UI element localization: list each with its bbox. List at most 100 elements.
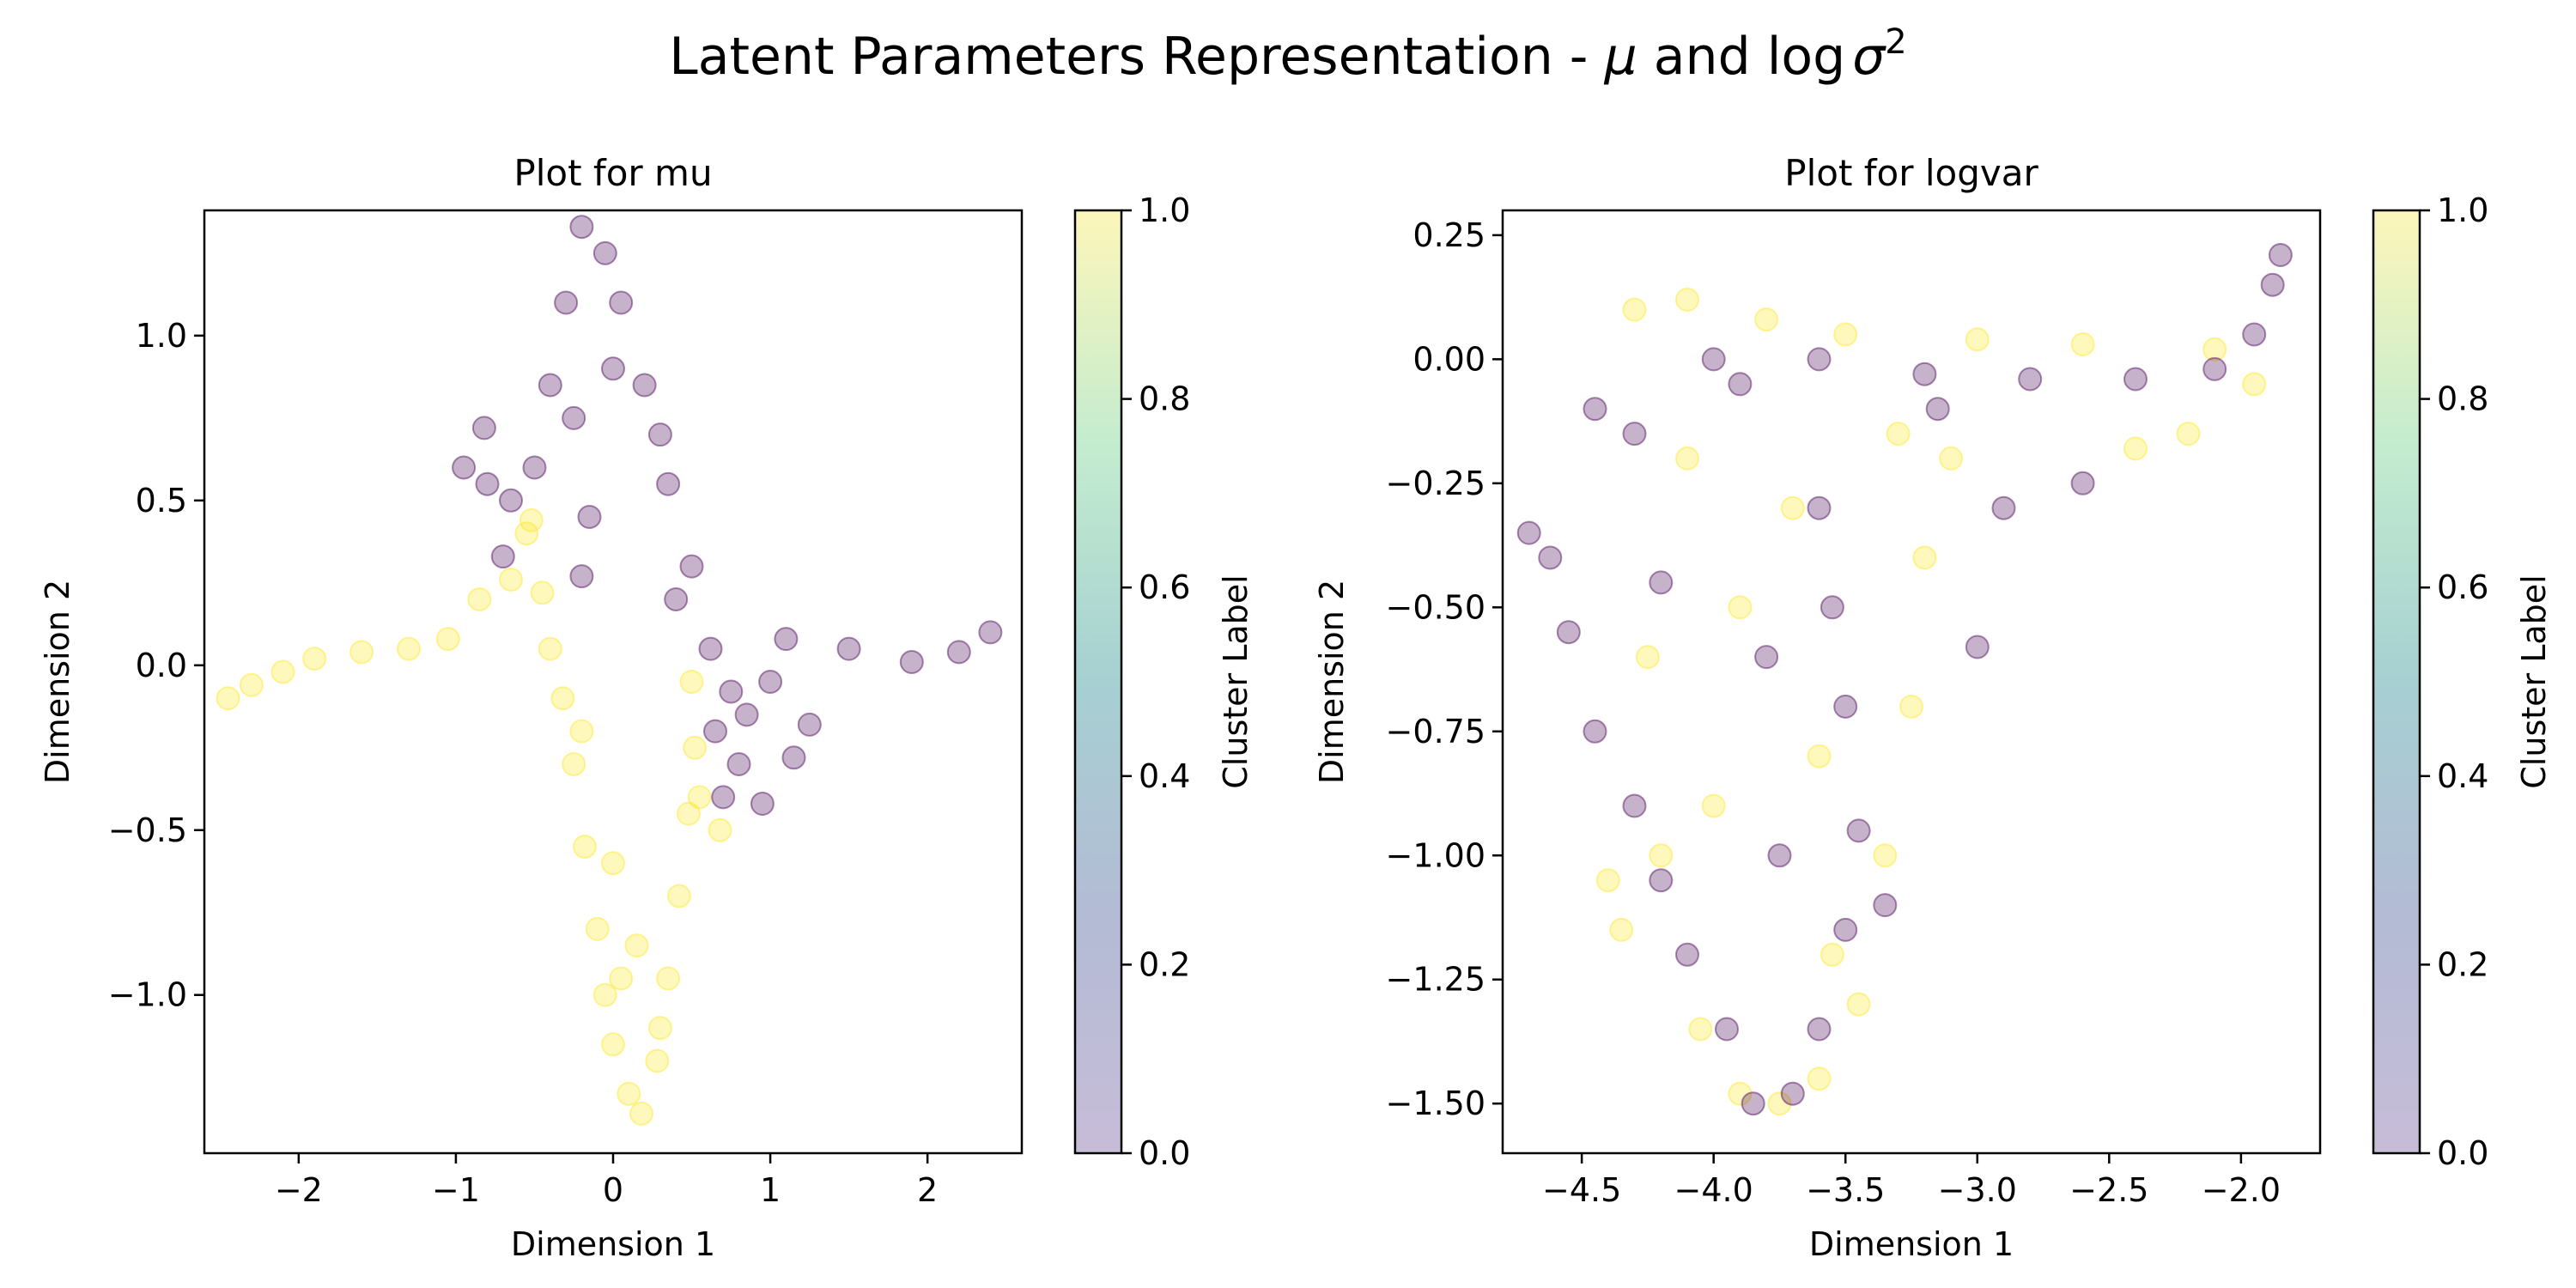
logvar-colorbar-tick-label: 0.6 [2437, 568, 2488, 606]
mu-y-tick-label: 0.0 [136, 647, 187, 684]
logvar-point-cluster-0 [1820, 595, 1844, 620]
figure-title: Latent Parameters Representation - μ and… [669, 22, 1906, 87]
mu-point-cluster-0 [452, 455, 477, 480]
logvar-point-cluster-0 [1807, 495, 1832, 520]
mu-point-cluster-0 [726, 752, 751, 776]
logvar-point-cluster-1 [1833, 322, 1858, 347]
logvar-point-cluster-0 [1754, 645, 1779, 670]
logvar-point-cluster-0 [1925, 397, 1950, 422]
mu-colorbar-tick-label: 0.0 [1139, 1134, 1190, 1172]
mu-y-ticks: −1.0 −0.5 0.0 0.5 1.0 [108, 317, 204, 1014]
mu-point-cluster-0 [490, 544, 515, 569]
logvar-y-tick-label: −0.50 [1386, 588, 1485, 626]
logvar-point-cluster-0 [2202, 356, 2227, 381]
mu-point-cluster-1 [624, 933, 649, 958]
logvar-point-cluster-1 [1728, 1081, 1753, 1106]
mu-point-cluster-0 [899, 650, 924, 674]
logvar-point-cluster-1 [1807, 1066, 1832, 1091]
mu-colorbar-tick-label: 1.0 [1139, 191, 1190, 229]
mu-colorbar: 0.0 0.2 0.4 0.6 0.8 1.0 Cluster Label [1073, 191, 1255, 1172]
mu-point-cluster-1 [601, 851, 625, 876]
logvar-point-cluster-0 [1991, 495, 2016, 520]
mu-point-cluster-0 [679, 554, 704, 579]
mu-y-tick-label: 0.5 [136, 482, 187, 519]
logvar-point-cluster-0 [1965, 635, 1990, 659]
logvar-point-cluster-0 [2260, 272, 2285, 297]
mu-point-cluster-1 [629, 1101, 653, 1126]
logvar-y-tick-label: 0.00 [1413, 340, 1485, 378]
mu-x-axis-label: Dimension 1 [511, 1225, 715, 1263]
logvar-y-axis-label: Dimension 2 [1313, 580, 1351, 784]
mu-point-cluster-1 [617, 1081, 641, 1106]
mu-point-cluster-1 [656, 966, 681, 991]
logvar-point-cluster-0 [2123, 367, 2148, 392]
mu-point-cluster-0 [522, 455, 547, 480]
mu-point-cluster-1 [302, 647, 327, 671]
logvar-colorbar-frame [2372, 209, 2421, 1155]
logvar-y-tick-label: −1.00 [1386, 836, 1485, 874]
mu-point-cluster-1 [435, 627, 460, 652]
logvar-x-tick-label: −2.0 [2202, 1171, 2281, 1209]
mu-point-cluster-1 [585, 916, 610, 941]
mu-point-cluster-1 [530, 580, 555, 605]
logvar-point-cluster-1 [2123, 436, 2148, 461]
logvar-point-cluster-0 [2242, 322, 2267, 347]
mu-point-cluster-0 [836, 636, 861, 661]
mu-point-cluster-0 [562, 405, 586, 430]
logvar-point-cluster-0 [1780, 1081, 1805, 1106]
mu-point-cluster-1 [666, 884, 691, 908]
logvar-point-cluster-1 [1873, 843, 1898, 868]
logvar-point-cluster-0 [1912, 361, 1937, 386]
mu-subplot: Plot for mu −2 −1 0 1 2 −1.0 −0.5 0.0 0.5 1.0 Di… [39, 152, 1024, 1263]
mu-colorbar-label: Cluster Label [1217, 574, 1255, 788]
mu-x-tick-label: −1 [432, 1171, 480, 1209]
logvar-point-cluster-0 [1807, 347, 1832, 372]
logvar-point-cluster-1 [1701, 793, 1726, 818]
mu-point-cluster-0 [601, 356, 625, 381]
logvar-point-cluster-1 [2176, 422, 2201, 447]
mu-point-cluster-1 [645, 1048, 670, 1073]
logvar-point-cluster-0 [1873, 893, 1898, 918]
logvar-point-cluster-1 [1886, 422, 1911, 447]
mu-point-cluster-0 [569, 215, 594, 240]
logvar-point-cluster-1 [1595, 868, 1620, 893]
mu-point-cluster-0 [758, 670, 783, 694]
logvar-point-cluster-0 [1741, 1091, 1765, 1116]
logvar-point-cluster-1 [2242, 372, 2267, 397]
mu-point-cluster-1 [239, 672, 264, 697]
mu-point-cluster-1 [216, 686, 240, 711]
logvar-point-cluster-1 [1939, 446, 1964, 471]
logvar-point-cluster-0 [1833, 917, 1858, 942]
mu-point-cluster-0 [797, 712, 822, 737]
logvar-point-cluster-1 [1807, 744, 1832, 769]
mu-point-cluster-0 [978, 620, 1003, 645]
logvar-point-cluster-0 [1622, 793, 1647, 818]
logvar-colorbar-tick-label: 1.0 [2437, 191, 2488, 229]
mu-point-cluster-0 [734, 702, 759, 727]
logvar-y-tick-label: −1.50 [1386, 1084, 1485, 1122]
logvar-point-cluster-1 [1728, 595, 1753, 620]
mu-colorbar-ticks: 0.0 0.2 0.4 0.6 0.8 1.0 [1121, 191, 1190, 1172]
mu-point-cluster-1 [467, 587, 492, 611]
logvar-y-tick-label: −0.25 [1386, 465, 1485, 502]
logvar-point-cluster-0 [2018, 367, 2043, 392]
logvar-colorbar: 0.0 0.2 0.4 0.6 0.8 1.0 Cluster Label [2372, 191, 2553, 1172]
logvar-subplot: Plot for logvar −4.5 −4.0 −3.5 −3.0 −2.5 −2.0… [1313, 152, 2322, 1263]
logvar-point-cluster-0 [1583, 719, 1607, 744]
mu-plot-area [203, 209, 1024, 1155]
logvar-colorbar-tick-label: 0.2 [2437, 945, 2488, 983]
mu-colorbar-frame [1073, 209, 1123, 1155]
mu-colorbar-tick-label: 0.4 [1139, 757, 1190, 795]
logvar-y-tick-label: 0.25 [1413, 216, 1485, 254]
mu-y-tick-label: −0.5 [108, 811, 187, 849]
logvar-point-cluster-1 [1912, 545, 1937, 570]
mu-point-cluster-1 [562, 752, 586, 776]
logvar-point-cluster-0 [1538, 545, 1563, 570]
logvar-point-cluster-1 [1767, 1091, 1792, 1116]
mu-point-cluster-0 [632, 373, 657, 398]
mu-point-cluster-0 [703, 719, 727, 744]
logvar-point-cluster-1 [1780, 495, 1805, 520]
logvar-y-tick-label: −0.75 [1386, 713, 1485, 750]
mu-point-cluster-0 [647, 422, 672, 447]
